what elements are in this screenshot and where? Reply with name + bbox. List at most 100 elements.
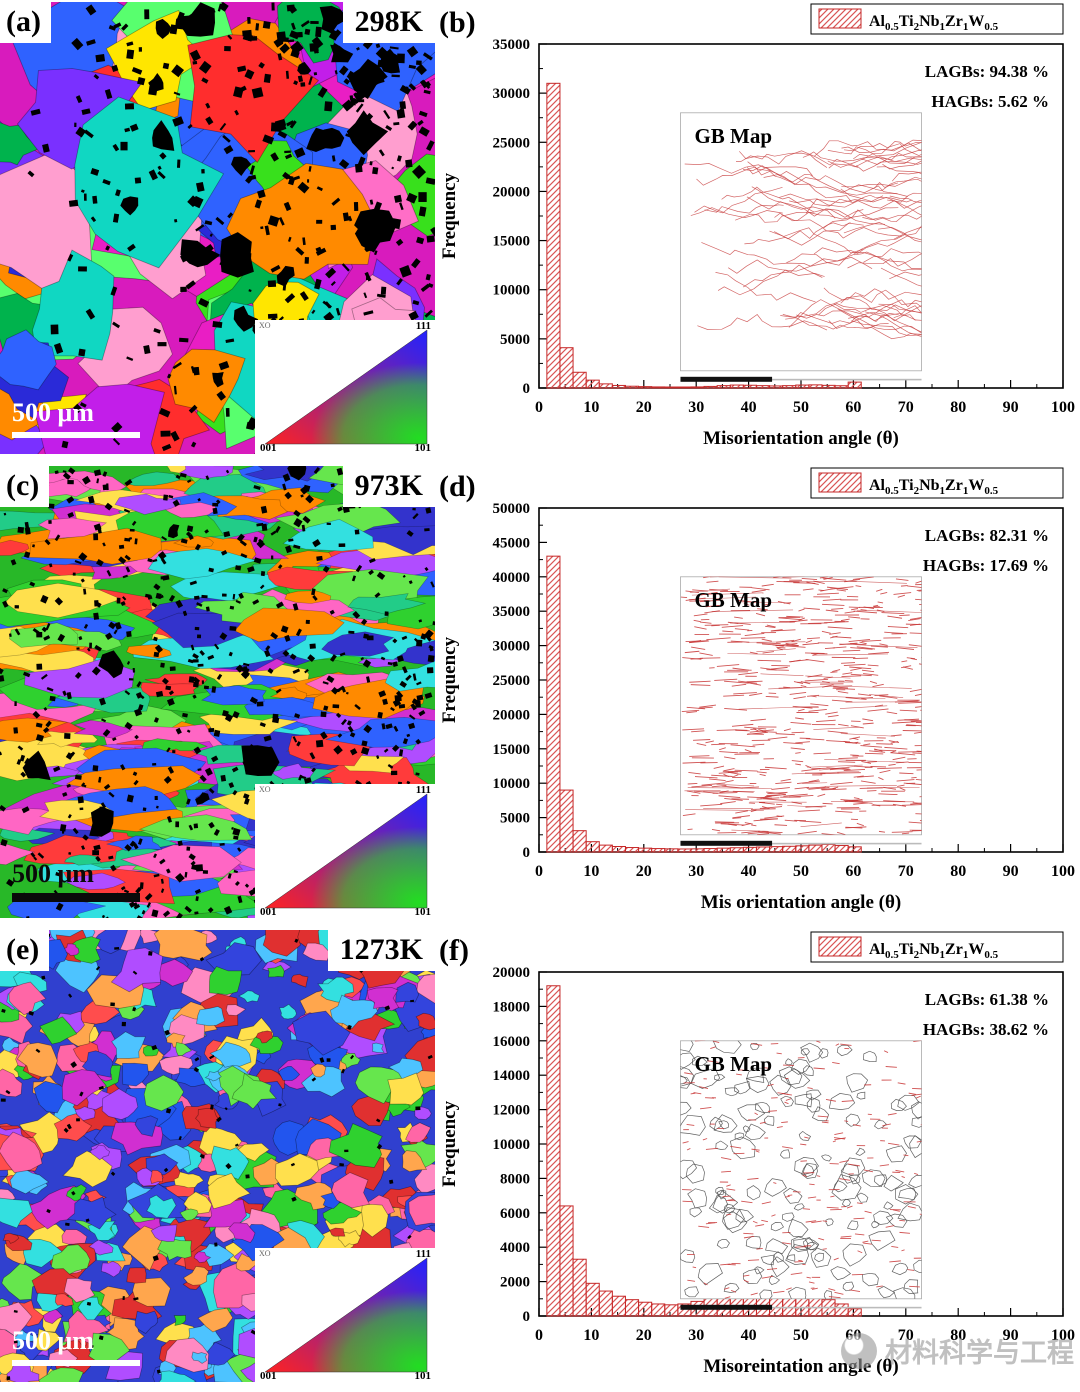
ipf-triangle-icon bbox=[264, 793, 428, 909]
bar bbox=[716, 847, 731, 853]
y-tick-label: 12000 bbox=[493, 1103, 531, 1119]
ipf-color-key-a: XO 111 001 101 bbox=[255, 320, 435, 454]
legend-formula: Al0.5​Ti2​Nb1​Zr1​W0.5​ bbox=[869, 941, 999, 961]
x-tick-label: 0 bbox=[535, 863, 543, 880]
x-tick-label: 10 bbox=[583, 399, 599, 416]
y-tick-label: 20000 bbox=[493, 965, 531, 981]
bar bbox=[598, 383, 613, 389]
legend-swatch bbox=[818, 936, 862, 957]
y-tick-label: 16000 bbox=[493, 1034, 531, 1050]
y-tick-label: 30000 bbox=[493, 639, 531, 655]
panel-letter-a: (a) bbox=[0, 2, 51, 43]
x-tick-label: 90 bbox=[1003, 863, 1019, 880]
gb-map-inset: GB Map bbox=[680, 112, 922, 382]
bar bbox=[821, 384, 836, 389]
x-tick-label: 40 bbox=[741, 863, 757, 880]
ebsd-map-panel-c: (c) 973K 500 μm XO 111 001 101 bbox=[0, 466, 435, 918]
lagbs-text: LAGBs: 61.38 % bbox=[925, 990, 1049, 1009]
bar bbox=[703, 385, 718, 389]
bar bbox=[834, 385, 849, 389]
gb-map-title: GB Map bbox=[694, 124, 772, 148]
chart-panel-letter: (d) bbox=[439, 470, 476, 503]
bar bbox=[585, 1282, 600, 1317]
bar bbox=[624, 385, 640, 389]
scale-bar-a: 500 μm bbox=[12, 398, 140, 438]
watermark-text: 材料科学与工程 bbox=[885, 1338, 1074, 1369]
figure-row-1: (a) 298K 500 μm XO 111 001 101 0 5000 1000… bbox=[0, 0, 1080, 464]
y-tick-label: 8000 bbox=[500, 1171, 530, 1187]
y-tick-label: 25000 bbox=[493, 135, 531, 151]
y-tick-label: 40000 bbox=[493, 570, 531, 586]
bar bbox=[546, 82, 561, 389]
y-tick-label: 18000 bbox=[493, 999, 531, 1015]
bar bbox=[742, 384, 757, 389]
y-axis-label: Frequency bbox=[439, 172, 460, 259]
inset-scale-bar bbox=[680, 1304, 773, 1310]
y-tick-label: 5000 bbox=[500, 332, 530, 348]
chart-panel-letter: (f) bbox=[439, 934, 469, 967]
gb-map-title: GB Map bbox=[694, 588, 772, 612]
bar bbox=[611, 384, 626, 389]
bar bbox=[847, 846, 862, 853]
chart-panel-b: 0 5000 10000 15000 20000 25000 30000 35000 0 10 20… bbox=[435, 0, 1080, 464]
gb-map-inset: GB Map bbox=[680, 576, 922, 846]
ipf-color-key-c: XO 111 001 101 bbox=[255, 784, 435, 918]
misorientation-histogram-d: 0 5000 10000 15000 20000 25000 30000 35000 40000… bbox=[439, 467, 1075, 913]
bar bbox=[729, 847, 744, 853]
x-tick-label: 100 bbox=[1051, 399, 1075, 416]
lagbs-text: LAGBs: 94.38 % bbox=[925, 62, 1049, 81]
hagbs-text: HAGBs: 38.62 % bbox=[923, 1020, 1049, 1039]
panel-letter-e: (e) bbox=[0, 930, 50, 971]
bar bbox=[795, 845, 810, 853]
chart-panel-f: 0 2000 4000 6000 8000 10000 12000 14000 16000 180… bbox=[435, 928, 1080, 1392]
legend-swatch bbox=[818, 472, 862, 493]
bar bbox=[847, 1308, 862, 1317]
panel-letter-c: (c) bbox=[0, 466, 50, 507]
figure-row-3: (e) 1273K 500 μm XO 111 001 101 0 2000 400… bbox=[0, 928, 1080, 1392]
temperature-label-298k: 298K bbox=[342, 2, 435, 43]
legend-formula: Al0.5​Ti2​Nb1​Zr1​W0.5​ bbox=[869, 477, 999, 497]
bar bbox=[559, 1205, 574, 1317]
x-axis-label: Mis orientation angle (θ) bbox=[701, 892, 901, 913]
y-tick-label: 35000 bbox=[493, 604, 531, 620]
bar bbox=[834, 1303, 849, 1317]
x-tick-label: 40 bbox=[741, 399, 757, 416]
histogram-bars bbox=[546, 555, 862, 853]
ipf-111-label: 111 bbox=[415, 1248, 431, 1260]
y-tick-label: 30000 bbox=[493, 86, 531, 102]
ipf-axis-label: XO bbox=[259, 1249, 271, 1258]
bar bbox=[559, 789, 574, 853]
scale-bar-label: 500 μm bbox=[12, 398, 94, 427]
x-tick-label: 70 bbox=[898, 863, 914, 880]
legend-swatch bbox=[818, 8, 862, 29]
watermark: 材料科学与工程 bbox=[841, 1331, 1074, 1370]
scale-bar-c: 500 μm bbox=[12, 859, 140, 902]
ebsd-map-panel-a: (a) 298K 500 μm XO 111 001 101 bbox=[0, 2, 435, 454]
temperature-label-1273k: 1273K bbox=[327, 930, 435, 971]
ipf-101-label: 101 bbox=[414, 442, 432, 454]
histogram-bars bbox=[546, 82, 862, 389]
bar bbox=[755, 385, 771, 389]
x-tick-label: 60 bbox=[845, 863, 861, 880]
x-tick-label: 20 bbox=[636, 1327, 652, 1344]
ipf-001-label: 001 bbox=[260, 906, 277, 918]
bar bbox=[742, 846, 757, 853]
chart-panel-letter: (b) bbox=[439, 6, 476, 39]
y-tick-label: 5000 bbox=[500, 811, 530, 827]
bar bbox=[716, 385, 731, 389]
x-axis-label: Misorientation angle (θ) bbox=[703, 428, 899, 449]
y-tick-label: 14000 bbox=[493, 1068, 531, 1084]
x-tick-label: 50 bbox=[793, 863, 809, 880]
x-tick-label: 90 bbox=[1003, 1327, 1019, 1344]
x-tick-label: 10 bbox=[583, 1327, 599, 1344]
bar bbox=[834, 844, 849, 853]
bar bbox=[664, 1304, 679, 1317]
ebsd-map-panel-e: (e) 1273K 500 μm XO 111 001 101 bbox=[0, 930, 435, 1382]
y-tick-label: 10000 bbox=[493, 1137, 531, 1153]
bar bbox=[638, 847, 653, 853]
bar bbox=[755, 846, 771, 853]
y-tick-label: 2000 bbox=[500, 1275, 530, 1291]
y-tick-label: 15000 bbox=[493, 742, 531, 758]
figure-row-2: (c) 973K 500 μm XO 111 001 101 0 5000 1000… bbox=[0, 464, 1080, 928]
